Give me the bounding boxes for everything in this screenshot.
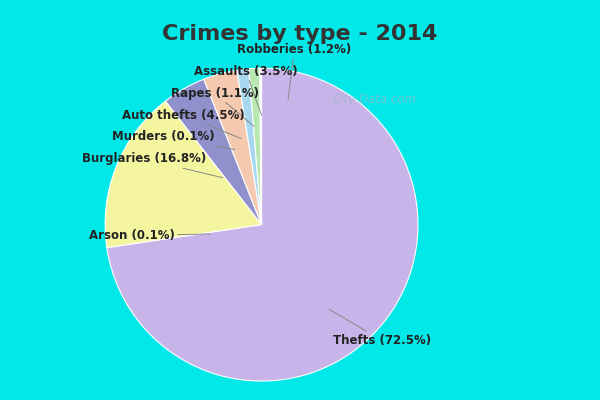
Text: Arson (0.1%): Arson (0.1%) [89,229,210,242]
Text: Auto thefts (4.5%): Auto thefts (4.5%) [122,108,245,138]
Wedge shape [237,69,262,225]
Wedge shape [166,79,262,225]
Wedge shape [204,70,262,225]
Text: Rapes (1.1%): Rapes (1.1%) [170,87,259,126]
Wedge shape [249,68,262,225]
Wedge shape [260,68,262,225]
Text: Thefts (72.5%): Thefts (72.5%) [329,309,431,347]
Wedge shape [107,68,418,381]
Text: Murders (0.1%): Murders (0.1%) [112,130,235,150]
Text: Burglaries (16.8%): Burglaries (16.8%) [82,152,223,178]
Text: City-Data.com: City-Data.com [332,93,416,106]
Wedge shape [105,101,262,248]
Wedge shape [260,68,262,225]
Text: Crimes by type - 2014: Crimes by type - 2014 [163,24,437,44]
Text: Robberies (1.2%): Robberies (1.2%) [237,43,352,100]
Text: Assaults (3.5%): Assaults (3.5%) [194,65,298,115]
